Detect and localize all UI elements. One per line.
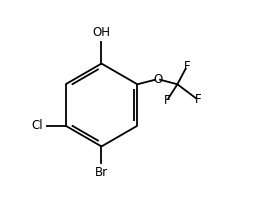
- Text: F: F: [164, 94, 170, 107]
- Text: O: O: [153, 73, 162, 86]
- Text: F: F: [195, 93, 201, 106]
- Text: Br: Br: [95, 166, 108, 179]
- Text: F: F: [183, 60, 190, 73]
- Text: OH: OH: [92, 26, 110, 39]
- Text: Cl: Cl: [32, 119, 43, 132]
